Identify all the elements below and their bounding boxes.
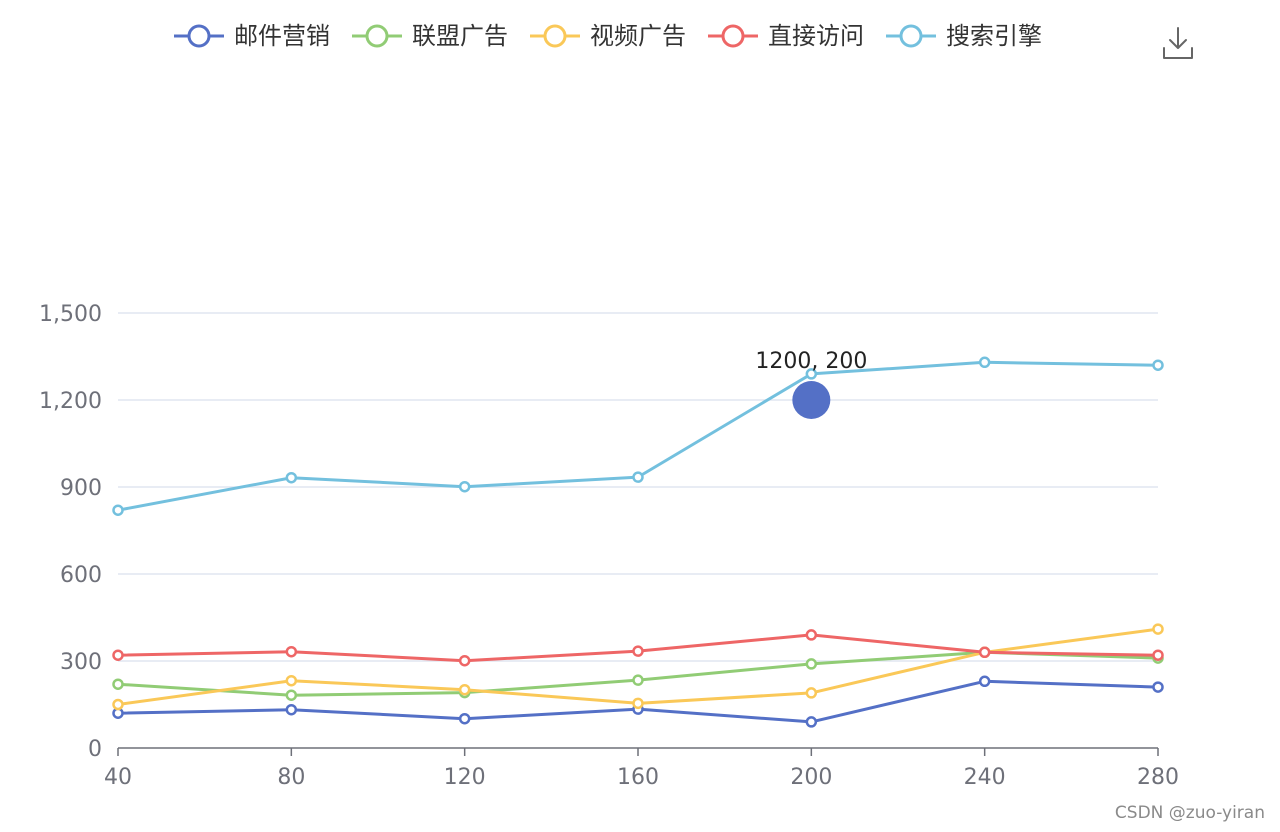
data-point xyxy=(458,683,471,696)
download-icon[interactable] xyxy=(1163,27,1193,59)
data-point xyxy=(285,703,298,716)
x-tick-label: 120 xyxy=(444,765,486,790)
grid-layer xyxy=(118,312,1158,662)
legend-item[interactable]: 邮件营销 xyxy=(174,22,330,50)
data-point xyxy=(285,645,298,658)
legend-item[interactable]: 直接访问 xyxy=(708,22,864,50)
data-point xyxy=(978,675,991,688)
x-tick-label: 80 xyxy=(277,765,305,790)
y-tick-label: 600 xyxy=(60,563,102,588)
axis-layer: 0 300 600 900 1,200 1,500 40 80 120 160 200 240 280 xyxy=(39,302,1179,790)
legend-label: 直接访问 xyxy=(768,22,864,50)
series-5 xyxy=(112,356,1164,516)
series-1 xyxy=(112,675,1164,728)
data-point xyxy=(805,658,818,670)
data-point xyxy=(805,716,818,728)
data-point xyxy=(1152,681,1164,693)
annotation-label: 1200, 200 xyxy=(755,349,867,374)
data-point xyxy=(112,678,124,690)
series-layer xyxy=(112,356,1164,728)
y-tick-label: 900 xyxy=(60,476,102,501)
watermark: CSDN @zuo-yiran xyxy=(1115,803,1265,823)
data-point xyxy=(112,649,124,661)
legend-item[interactable]: 联盟广告 xyxy=(352,22,508,50)
x-tick-label: 240 xyxy=(964,765,1006,790)
legend-circle-icon xyxy=(899,24,923,48)
legend-label: 联盟广告 xyxy=(412,22,508,50)
data-point xyxy=(632,471,644,483)
legend-item[interactable]: 搜索引擎 xyxy=(886,22,1042,50)
data-point xyxy=(458,480,471,493)
data-point xyxy=(458,712,471,725)
y-tick-label: 1,200 xyxy=(39,389,102,414)
series-line xyxy=(116,650,1160,697)
legend-circle-icon xyxy=(543,24,567,48)
y-tick-label: 0 xyxy=(88,737,102,762)
x-tick-label: 200 xyxy=(790,765,832,790)
data-point xyxy=(285,471,298,484)
download-button[interactable] xyxy=(1163,27,1193,59)
annotation-layer: 1200, 200 xyxy=(755,349,867,419)
legend-circle-icon xyxy=(187,24,211,48)
data-point xyxy=(112,698,124,711)
legend-item[interactable]: 视频广告 xyxy=(530,22,686,50)
data-point xyxy=(112,504,124,516)
data-point xyxy=(978,356,991,369)
legend-circle-icon xyxy=(365,24,389,48)
legend-label: 搜索引擎 xyxy=(946,22,1042,50)
x-tick-label: 160 xyxy=(617,765,659,790)
data-point xyxy=(978,646,991,659)
legend-circle-icon xyxy=(721,24,745,48)
legend-label: 邮件营销 xyxy=(234,22,330,50)
data-point xyxy=(1152,359,1164,371)
legend-label: 视频广告 xyxy=(590,22,686,50)
series-3 xyxy=(112,623,1164,711)
data-point xyxy=(632,674,644,686)
annotation-marker xyxy=(792,381,831,419)
y-tick-label: 1,500 xyxy=(39,302,102,327)
data-point xyxy=(805,368,818,380)
y-tick-label: 300 xyxy=(60,650,102,675)
data-point xyxy=(805,687,818,699)
x-tick-label: 280 xyxy=(1137,765,1179,790)
x-tick-label: 40 xyxy=(104,765,132,790)
data-point xyxy=(632,697,644,710)
series-4 xyxy=(112,629,1164,667)
data-point xyxy=(285,689,298,701)
legend[interactable]: 邮件营销 联盟广告 视频广告 直接访问 搜索引擎 xyxy=(174,22,1042,50)
data-point xyxy=(458,654,471,667)
data-point xyxy=(632,645,644,657)
data-point xyxy=(1152,649,1164,661)
data-point xyxy=(285,674,298,687)
series-line xyxy=(116,360,1160,512)
data-point xyxy=(1152,623,1164,635)
data-point xyxy=(805,629,818,641)
